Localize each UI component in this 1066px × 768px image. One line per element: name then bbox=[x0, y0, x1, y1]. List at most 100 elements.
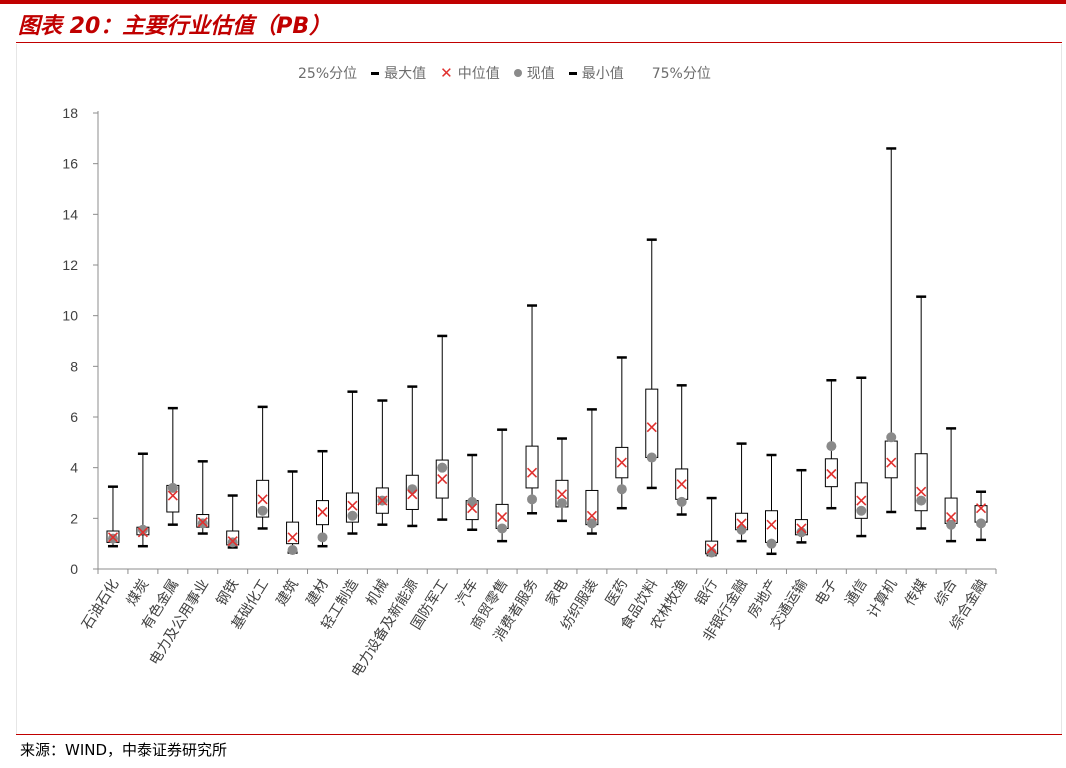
median-cross bbox=[975, 503, 987, 514]
median-cross bbox=[766, 519, 777, 530]
median-cross bbox=[556, 489, 568, 500]
current-value-dot bbox=[706, 547, 717, 558]
current-value-dot bbox=[197, 518, 208, 529]
title-divider bbox=[16, 42, 1062, 43]
legend-item-q1: 25%分位 bbox=[298, 63, 357, 83]
y-tick-label: 2 bbox=[70, 510, 78, 526]
iqr-box bbox=[286, 521, 300, 545]
y-tick-label: 0 bbox=[70, 561, 78, 577]
iqr-box bbox=[824, 458, 838, 488]
x-category-label: 计算机 bbox=[865, 577, 901, 621]
median-cross bbox=[586, 510, 597, 521]
current-value-dot bbox=[886, 432, 897, 443]
median-cross bbox=[736, 518, 747, 529]
iqr-box bbox=[914, 453, 928, 512]
median-cross bbox=[616, 457, 627, 468]
legend-label-max: 最大值 bbox=[384, 66, 427, 82]
current-value-dot bbox=[407, 484, 418, 495]
current-value-dot bbox=[916, 495, 927, 506]
median-cross bbox=[227, 536, 238, 547]
current-value-dot bbox=[347, 510, 358, 521]
median-cross-icon: ✕ bbox=[440, 63, 453, 82]
y-tick-label: 8 bbox=[70, 358, 78, 374]
chart-frame bbox=[16, 44, 1062, 734]
median-cross bbox=[946, 512, 957, 523]
median-cross bbox=[197, 517, 208, 528]
chart-legend: 25%分位 最大值 ✕ 中位值 现值 最小值 75%分位 bbox=[298, 62, 711, 84]
legend-label-q3: 75%分位 bbox=[651, 66, 711, 82]
current-value-dot bbox=[586, 518, 597, 529]
median-cross bbox=[107, 532, 119, 543]
median-cross bbox=[377, 495, 388, 506]
median-cross bbox=[886, 457, 897, 468]
current-value-dot bbox=[856, 505, 867, 516]
median-cross bbox=[526, 467, 538, 478]
current-value-dot bbox=[467, 496, 478, 507]
current-value-dot bbox=[766, 538, 777, 549]
current-value-dot bbox=[736, 524, 747, 535]
median-cross bbox=[467, 503, 478, 514]
current-value-dot bbox=[556, 498, 567, 509]
iqr-box bbox=[944, 497, 958, 524]
legend-item-q3: 75%分位 bbox=[652, 63, 711, 83]
iqr-box bbox=[525, 445, 539, 489]
current-value-dot bbox=[796, 527, 807, 538]
x-category-label: 机械 bbox=[363, 577, 391, 609]
y-tick-label: 4 bbox=[70, 460, 78, 476]
current-value-dot bbox=[107, 533, 118, 544]
current-value-dot bbox=[976, 518, 987, 529]
legend-label-median: 中位值 bbox=[457, 66, 500, 82]
x-category-label: 传媒 bbox=[902, 577, 930, 609]
median-cross bbox=[826, 468, 837, 480]
iqr-box bbox=[765, 510, 778, 543]
current-value-dot bbox=[826, 441, 837, 452]
median-cross bbox=[796, 523, 807, 534]
y-tick-label: 10 bbox=[62, 308, 78, 324]
x-category-label: 汽车 bbox=[452, 576, 481, 609]
current-value-dot bbox=[497, 523, 508, 534]
x-category-label: 钢铁 bbox=[214, 577, 242, 609]
median-cross bbox=[257, 494, 268, 505]
legend-item-current: 现值 bbox=[513, 63, 555, 83]
current-value-dot bbox=[676, 496, 687, 507]
x-category-label: 通信 bbox=[842, 577, 870, 609]
current-value-dot bbox=[616, 484, 627, 495]
median-cross bbox=[407, 489, 418, 500]
median-cross bbox=[287, 532, 298, 543]
median-cross bbox=[437, 474, 448, 485]
y-tick-label: 6 bbox=[70, 409, 78, 425]
footer-divider bbox=[16, 734, 1062, 735]
y-tick-label: 18 bbox=[62, 105, 78, 121]
median-cross bbox=[676, 479, 687, 490]
legend-label-q1: 25%分位 bbox=[298, 66, 358, 82]
median-cross bbox=[137, 527, 148, 538]
legend-label-min: 最小值 bbox=[581, 66, 624, 82]
median-cross bbox=[856, 495, 867, 506]
x-category-label: 银行 bbox=[693, 577, 721, 609]
current-value-dot bbox=[287, 545, 298, 555]
y-tick-label: 16 bbox=[62, 156, 78, 172]
y-tick-label: 12 bbox=[62, 257, 78, 273]
current-value-dot bbox=[946, 519, 957, 530]
max-dash-icon bbox=[371, 71, 380, 75]
median-cross bbox=[167, 490, 178, 501]
x-category-label: 建材 bbox=[303, 577, 331, 609]
legend-item-median: ✕ 中位值 bbox=[440, 63, 500, 83]
current-dot-icon bbox=[513, 69, 522, 77]
current-value-dot bbox=[257, 505, 268, 516]
current-value-dot bbox=[137, 524, 148, 535]
x-category-label: 建筑 bbox=[274, 577, 302, 609]
median-cross bbox=[916, 486, 927, 497]
legend-item-max: 最大值 bbox=[371, 63, 426, 83]
median-cross bbox=[497, 512, 508, 523]
page-title: 图表 20：主要行业估值（PB） bbox=[18, 14, 332, 39]
current-value-dot bbox=[317, 532, 328, 543]
x-category-label: 电子 bbox=[812, 577, 840, 609]
median-cross bbox=[317, 506, 328, 518]
x-category-label: 煤炭 bbox=[124, 577, 152, 609]
legend-item-min: 最小值 bbox=[568, 63, 624, 83]
min-dash-icon bbox=[568, 71, 577, 75]
top-accent-rule bbox=[0, 0, 1066, 4]
current-value-dot bbox=[646, 452, 657, 463]
